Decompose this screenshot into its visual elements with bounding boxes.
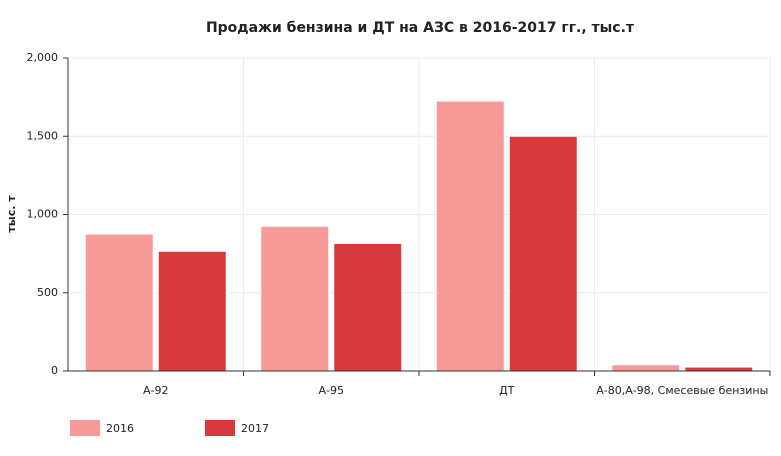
bar [157,250,227,372]
chart-title: Продажи бензина и ДТ на АЗС в 2016-2017 … [206,20,635,36]
bar [333,242,403,372]
y-axis-label: тыс. т [5,195,18,233]
y-tick-label: 500 [37,286,58,299]
bar [435,100,505,372]
x-tick-label: А-95 [319,384,345,397]
x-tick-label: А-92 [143,384,169,397]
bar [84,233,154,372]
y-tick-label: 1,000 [27,208,59,221]
legend-label: 2017 [241,422,269,435]
y-tick-label: 1,500 [27,129,59,142]
bar [611,364,681,372]
bar [508,135,578,372]
y-tick-label: 2,000 [27,51,59,64]
legend-swatch [205,420,235,436]
x-tick-label: А-80,А-98, Смесевые бензины [596,384,768,397]
bar [260,225,330,372]
x-tick-label: ДТ [499,384,515,397]
bar [684,366,754,372]
legend-label: 2016 [106,422,134,435]
legend-swatch [70,420,100,436]
y-tick-label: 0 [51,364,58,377]
